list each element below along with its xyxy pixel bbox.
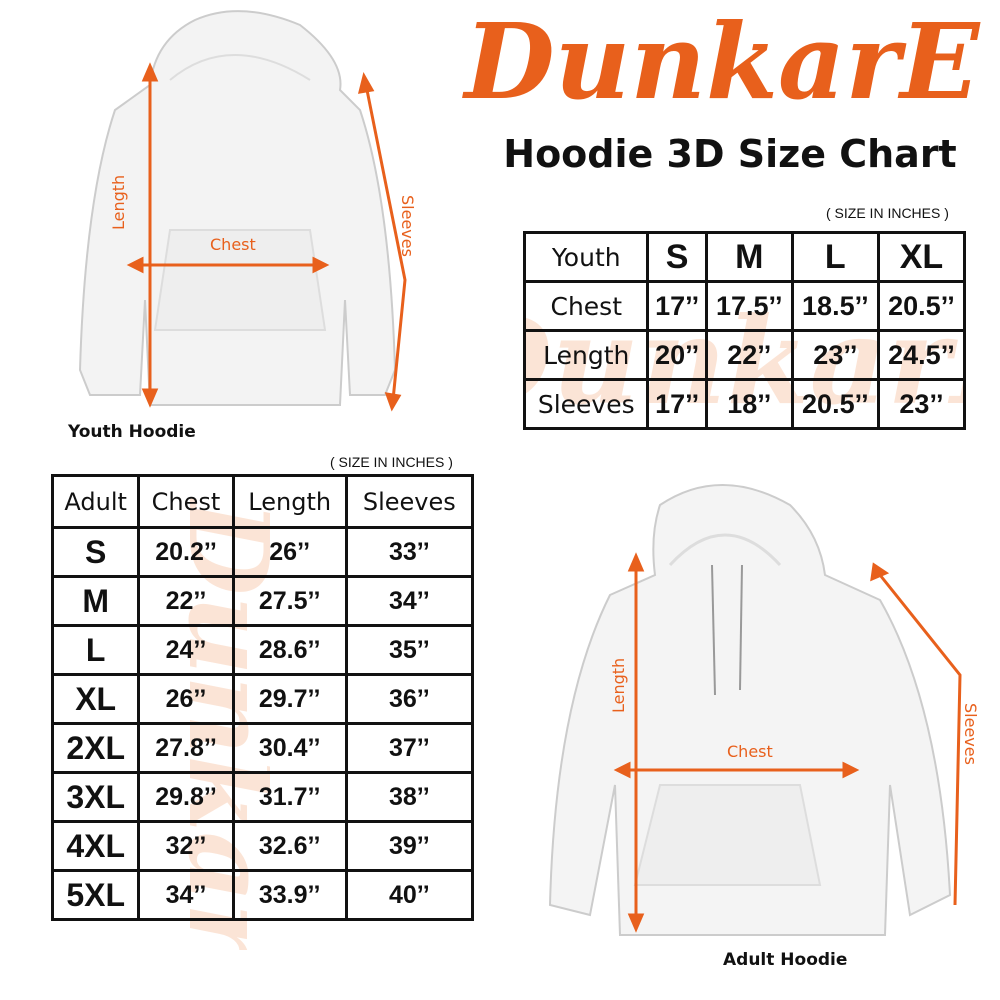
table-row: 2XL 27.8’’ 30.4’’ 37’’ (50, 722, 475, 774)
length-arrow (627, 552, 645, 933)
table-row: M 22’’ 27.5’’ 34’’ (50, 575, 475, 627)
row-header: L (50, 624, 141, 676)
table-cell: 37’’ (344, 722, 475, 774)
adult-hoodie-image: Length Chest Sleeves (548, 484, 980, 936)
table-cell: 34’’ (344, 575, 475, 627)
table-cell: 27.8’’ (137, 722, 235, 774)
brand-logo: DunkarE (462, 0, 982, 123)
table-cell: 31.7’’ (231, 771, 348, 823)
column-header: L (790, 231, 880, 283)
pocket (153, 229, 327, 331)
table-cell: 27.5’’ (231, 575, 348, 627)
table-cell: 20.5’’ (876, 280, 967, 332)
sleeves-arrow (357, 72, 407, 412)
row-header: Length (522, 329, 650, 381)
table-cell: 18’’ (704, 378, 794, 430)
adult-chest-label: Chest (727, 742, 773, 761)
youth-size-table: Youth S M L XL Chest 17’’ 17.5’’ 18.5’’ 20.5’’ Len… (522, 231, 967, 430)
adult-length-label: Length (609, 658, 628, 713)
row-header: 4XL (50, 820, 141, 872)
table-cell: 38’’ (344, 771, 475, 823)
youth-chest-label: Chest (210, 235, 256, 254)
adult-hoodie-label: Adult Hoodie (723, 950, 848, 970)
column-header: Adult (50, 474, 141, 529)
page-title: Hoodie 3D Size Chart (503, 132, 957, 176)
row-header: S (50, 526, 141, 578)
table-cell: 29.7’’ (231, 673, 348, 725)
youth-units-note: ( SIZE IN INCHES ) (826, 205, 949, 221)
table-cell: 20.2’’ (137, 526, 235, 578)
table-cell: 26’’ (137, 673, 235, 725)
table-row: 3XL 29.8’’ 31.7’’ 38’’ (50, 771, 475, 823)
table-cell: 22’’ (137, 575, 235, 627)
table-cell: 26’’ (231, 526, 348, 578)
pocket (633, 784, 822, 886)
youth-hoodie-label: Youth Hoodie (68, 422, 196, 442)
table-row: XL 26’’ 29.7’’ 36’’ (50, 673, 475, 725)
chest-arrow (126, 256, 330, 274)
table-row: L 24’’ 28.6’’ 35’’ (50, 624, 475, 676)
row-header: Sleeves (522, 378, 650, 430)
row-header: 2XL (50, 722, 141, 774)
header-row: Youth S M L XL (522, 231, 967, 283)
row-header: 3XL (50, 771, 141, 823)
table-row: S 20.2’’ 26’’ 33’’ (50, 526, 475, 578)
youth-hoodie-image: Length Chest Sleeves (78, 10, 417, 412)
table-cell: 34’’ (137, 869, 235, 921)
column-header: Length (231, 474, 348, 529)
table-cell: 23’’ (876, 378, 967, 430)
table-cell: 24.5’’ (876, 329, 967, 381)
chest-arrow (613, 761, 860, 779)
youth-length-label: Length (109, 175, 128, 230)
table-row: Chest 17’’ 17.5’’ 18.5’’ 20.5’’ (522, 280, 967, 332)
table-cell: 17’’ (646, 378, 708, 430)
adult-sleeves-label: Sleeves (961, 703, 980, 765)
row-header: Chest (522, 280, 650, 332)
table-cell: 24’’ (137, 624, 235, 676)
table-row: 4XL 32’’ 32.6’’ 39’’ (50, 820, 475, 872)
column-header: Sleeves (344, 474, 475, 529)
table-cell: 33.9’’ (231, 869, 348, 921)
row-header: XL (50, 673, 141, 725)
column-header: M (704, 231, 794, 283)
column-header: Chest (137, 474, 235, 529)
table-row: Sleeves 17’’ 18’’ 20.5’’ 23’’ (522, 378, 967, 430)
adult-units-note: ( SIZE IN INCHES ) (330, 454, 453, 470)
table-cell: 20’’ (646, 329, 708, 381)
table-cell: 23’’ (790, 329, 880, 381)
table-cell: 40’’ (344, 869, 475, 921)
table-cell: 32’’ (137, 820, 235, 872)
table-cell: 35’’ (344, 624, 475, 676)
table-cell: 32.6’’ (231, 820, 348, 872)
table-cell: 17’’ (646, 280, 708, 332)
sleeves-arrow (870, 562, 962, 906)
length-arrow (141, 62, 159, 408)
table-cell: 28.6’’ (231, 624, 348, 676)
table-cell: 30.4’’ (231, 722, 348, 774)
row-header: M (50, 575, 141, 627)
table-cell: 22’’ (704, 329, 794, 381)
youth-sleeves-label: Sleeves (398, 195, 417, 257)
row-header: 5XL (50, 869, 141, 921)
table-cell: 33’’ (344, 526, 475, 578)
table-cell: 18.5’’ (790, 280, 880, 332)
table-cell: 39’’ (344, 820, 475, 872)
table-cell: 36’’ (344, 673, 475, 725)
logo-text: DunkarE (462, 0, 982, 123)
table-cell: 29.8’’ (137, 771, 235, 823)
table-cell: 20.5’’ (790, 378, 880, 430)
table-cell: 17.5’’ (704, 280, 794, 332)
adult-size-table: Adult Chest Length Sleeves S 20.2’’ 26’’ 33’’ M 2… (50, 474, 475, 921)
table-row: 5XL 34’’ 33.9’’ 40’’ (50, 869, 475, 921)
header-row: Adult Chest Length Sleeves (50, 474, 475, 529)
column-header: XL (876, 231, 967, 283)
table-row: Length 20’’ 22’’ 23’’ 24.5’’ (522, 329, 967, 381)
column-header: S (646, 231, 708, 283)
column-header: Youth (522, 231, 650, 283)
